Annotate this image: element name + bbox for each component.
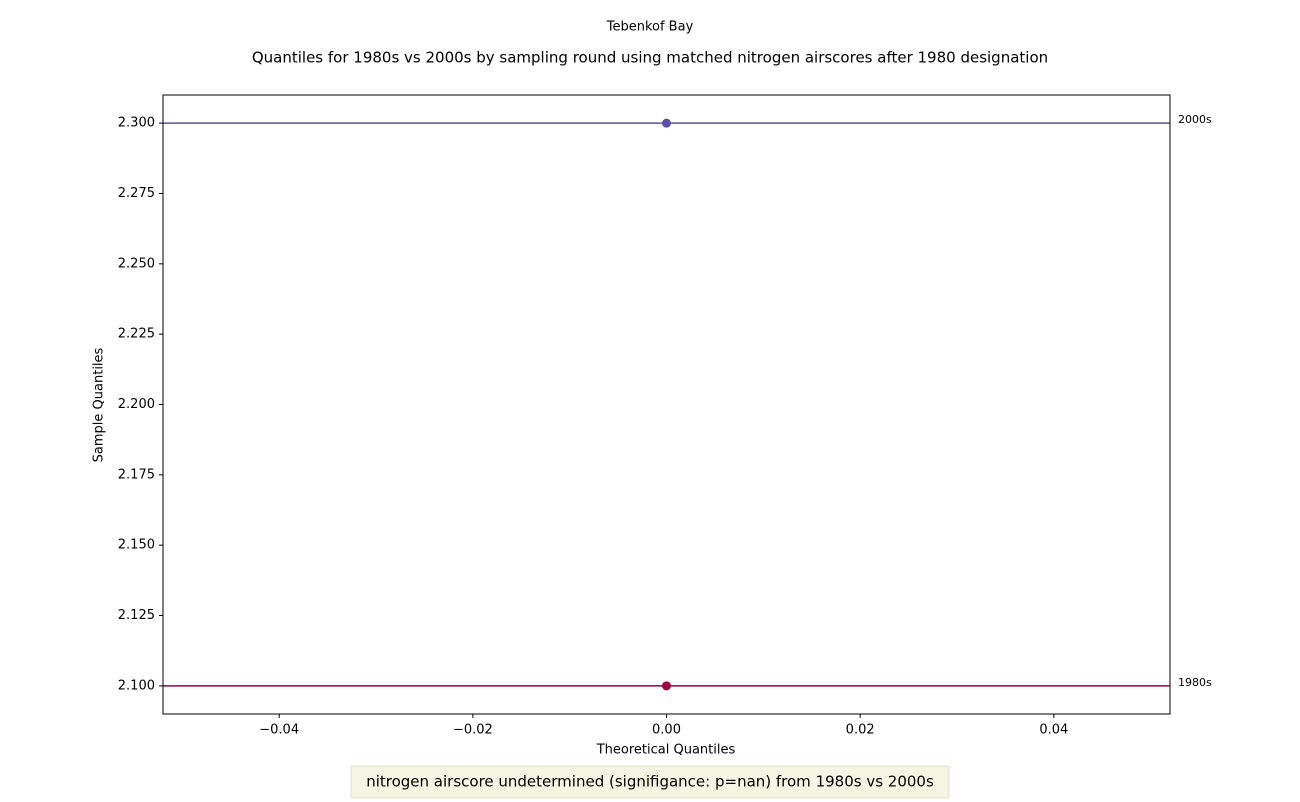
y-tick-label: 2.150: [118, 538, 155, 553]
point: [662, 681, 671, 691]
annotation: nitrogen airscore undetermined (signifig…: [366, 773, 934, 791]
y-tick-label: 2.100: [118, 678, 155, 693]
plot-frame: [162, 94, 1171, 715]
annotation-box: [350, 765, 950, 799]
series-label: 1980s: [1178, 676, 1212, 689]
chart-title: Quantiles for 1980s vs 2000s by sampling…: [252, 49, 1048, 67]
y-tick-label: 2.200: [118, 397, 155, 412]
y-axis-label: Sample Quantiles: [92, 347, 107, 462]
x-tick-label: −0.04: [259, 723, 299, 738]
y-tick-label: 2.250: [118, 256, 155, 271]
y-tick-label: 2.300: [118, 116, 155, 131]
x-axis-label: Theoretical Quantiles: [596, 743, 736, 758]
series-label: 2000s: [1178, 113, 1212, 126]
x-tick-label: 0.04: [1039, 723, 1068, 738]
x-tick-label: −0.02: [453, 723, 493, 738]
x-tick-label: 0.02: [846, 723, 875, 738]
y-tick-label: 2.175: [118, 467, 155, 482]
point: [662, 118, 671, 128]
y-tick-label: 2.275: [118, 186, 155, 201]
y-tick-label: 2.225: [118, 327, 155, 342]
y-tick-label: 2.125: [118, 608, 155, 623]
suptitle: Tebenkof Bay: [606, 20, 694, 35]
x-tick-label: 0.00: [652, 723, 681, 738]
